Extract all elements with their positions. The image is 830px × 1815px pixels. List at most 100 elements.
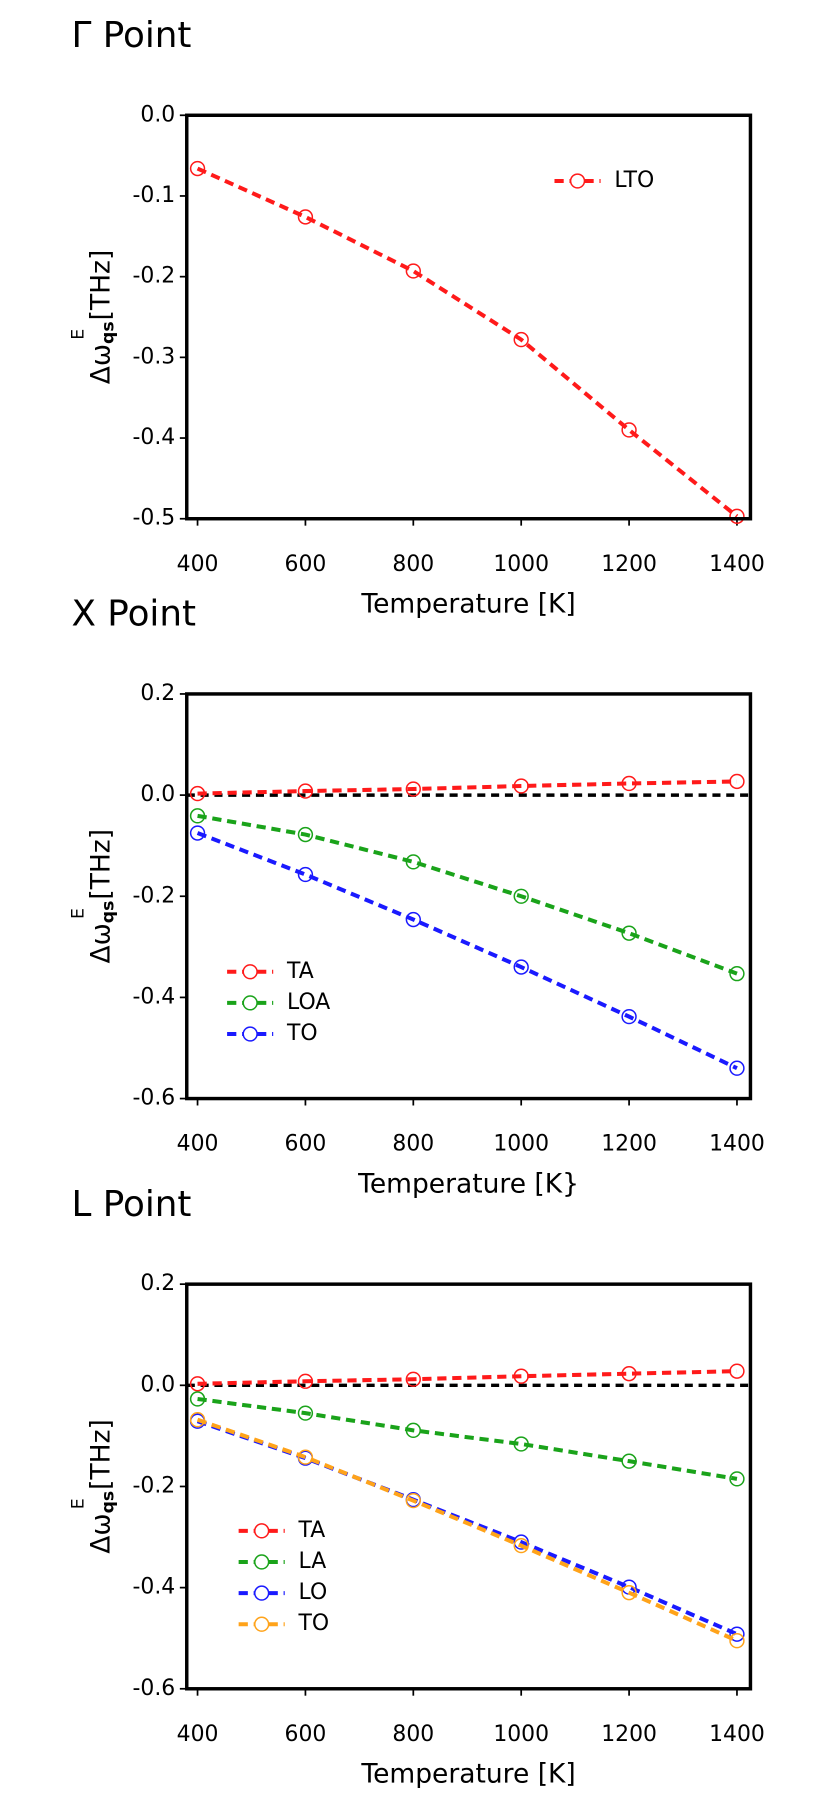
data-point (189, 785, 206, 802)
plot-frame (185, 113, 753, 521)
x-tick-label: 1400 (709, 1722, 765, 1747)
series-line (196, 1419, 738, 1637)
y-tick-label: -0.2 (133, 264, 176, 289)
x-tick-label: 1000 (493, 1722, 549, 1747)
data-point (405, 781, 421, 797)
y-label-sub: qs (98, 1491, 118, 1514)
x-tick-label: 400 (177, 552, 219, 577)
legend-marker (569, 173, 586, 189)
data-point (513, 1436, 529, 1452)
data-point (513, 331, 529, 348)
y-tick-label: -0.4 (133, 1575, 176, 1600)
y-tick-label: -0.1 (133, 183, 176, 208)
data-point (405, 1492, 421, 1509)
data-point (729, 1626, 745, 1642)
data-point (189, 1376, 206, 1392)
x-tick-label: 800 (392, 1722, 434, 1747)
y-label-unit: [THz] (85, 250, 116, 329)
data-point (729, 1471, 745, 1487)
plot-frame (185, 1282, 753, 1691)
x-axis-label: Temperature [K] (360, 589, 575, 620)
series-line (197, 1369, 738, 1386)
data-point (621, 1366, 637, 1382)
data-point (189, 825, 206, 841)
data-point (621, 1008, 637, 1025)
data-point (297, 1405, 314, 1421)
data-point (729, 508, 745, 524)
data-point (513, 1537, 529, 1554)
y-label-sup: E (68, 908, 88, 919)
y-tick-label: -0.4 (133, 425, 176, 450)
x-tick-label: 600 (285, 552, 327, 577)
legend-marker (242, 1026, 258, 1042)
data-point (513, 959, 529, 975)
y-label-sub: qs (98, 901, 118, 924)
data-point (297, 866, 314, 883)
data-point (513, 778, 529, 794)
data-point (513, 1368, 529, 1384)
data-point (189, 808, 206, 824)
data-point (405, 263, 421, 279)
data-point (405, 854, 421, 870)
series-line (196, 166, 739, 518)
y-axis-label: Δωqs E [THz] (68, 250, 118, 385)
data-point (729, 1363, 745, 1379)
series-line (197, 779, 738, 796)
y-tick-label: -0.2 (133, 883, 176, 908)
data-point (729, 1633, 745, 1649)
data-point (621, 422, 637, 438)
legend-label: LTO (614, 168, 654, 193)
y-tick-label: -0.2 (133, 1473, 176, 1498)
y-label-unit: [THz] (85, 829, 116, 908)
data-point (405, 911, 421, 928)
x-tick-label: 1200 (601, 552, 657, 577)
y-tick-label: -0.6 (133, 1086, 176, 1111)
y-tick-label: 0.0 (140, 1372, 175, 1397)
x-tick-label: 400 (177, 1132, 219, 1157)
y-axis-label: Δωqs E [THz] (68, 1419, 118, 1554)
y-label-sup: E (68, 1498, 88, 1509)
x-tick-label: 1200 (601, 1722, 657, 1747)
data-point (297, 1373, 314, 1389)
legend-label: TA (298, 1518, 326, 1543)
y-tick-label: 0.0 (140, 782, 175, 807)
y-tick-label: 0.2 (140, 681, 175, 706)
legend-label: LOA (287, 990, 330, 1015)
legend-marker (242, 995, 258, 1011)
x-tick-label: 1000 (493, 552, 549, 577)
y-label-sup: E (68, 329, 88, 340)
x-tick-label: 1400 (709, 1132, 765, 1157)
data-point (189, 1391, 206, 1407)
chart-title: Γ Point (71, 15, 191, 56)
x-tick-label: 1400 (709, 552, 765, 577)
legend-marker (254, 1554, 270, 1570)
data-point (729, 1060, 745, 1076)
x-tick-label: 800 (392, 552, 434, 577)
y-axis-label: Δωqs E [THz] (68, 829, 118, 964)
series-line (197, 1396, 738, 1481)
data-point (513, 888, 529, 904)
legend-marker (254, 1523, 270, 1539)
data-point (297, 826, 314, 843)
data-point (189, 1412, 206, 1428)
data-point (297, 783, 314, 799)
x-axis-label: Temperature [K} (357, 1169, 579, 1200)
plot-frame (185, 692, 753, 1101)
data-point (297, 1449, 314, 1465)
legend-marker (254, 1585, 270, 1601)
y-label-main: Δω (85, 1513, 116, 1553)
y-tick-label: -0.3 (133, 344, 176, 369)
y-tick-label: 0.2 (140, 1271, 175, 1296)
data-point (513, 1534, 529, 1550)
y-label-main: Δω (85, 923, 116, 963)
data-point (297, 209, 314, 225)
data-point (405, 1422, 421, 1438)
series-line (196, 1417, 738, 1643)
x-tick-label: 1200 (601, 1132, 657, 1157)
data-point (621, 1453, 637, 1469)
x-tick-label: 400 (177, 1722, 219, 1747)
data-point (729, 965, 745, 982)
x-tick-label: 600 (285, 1722, 327, 1747)
